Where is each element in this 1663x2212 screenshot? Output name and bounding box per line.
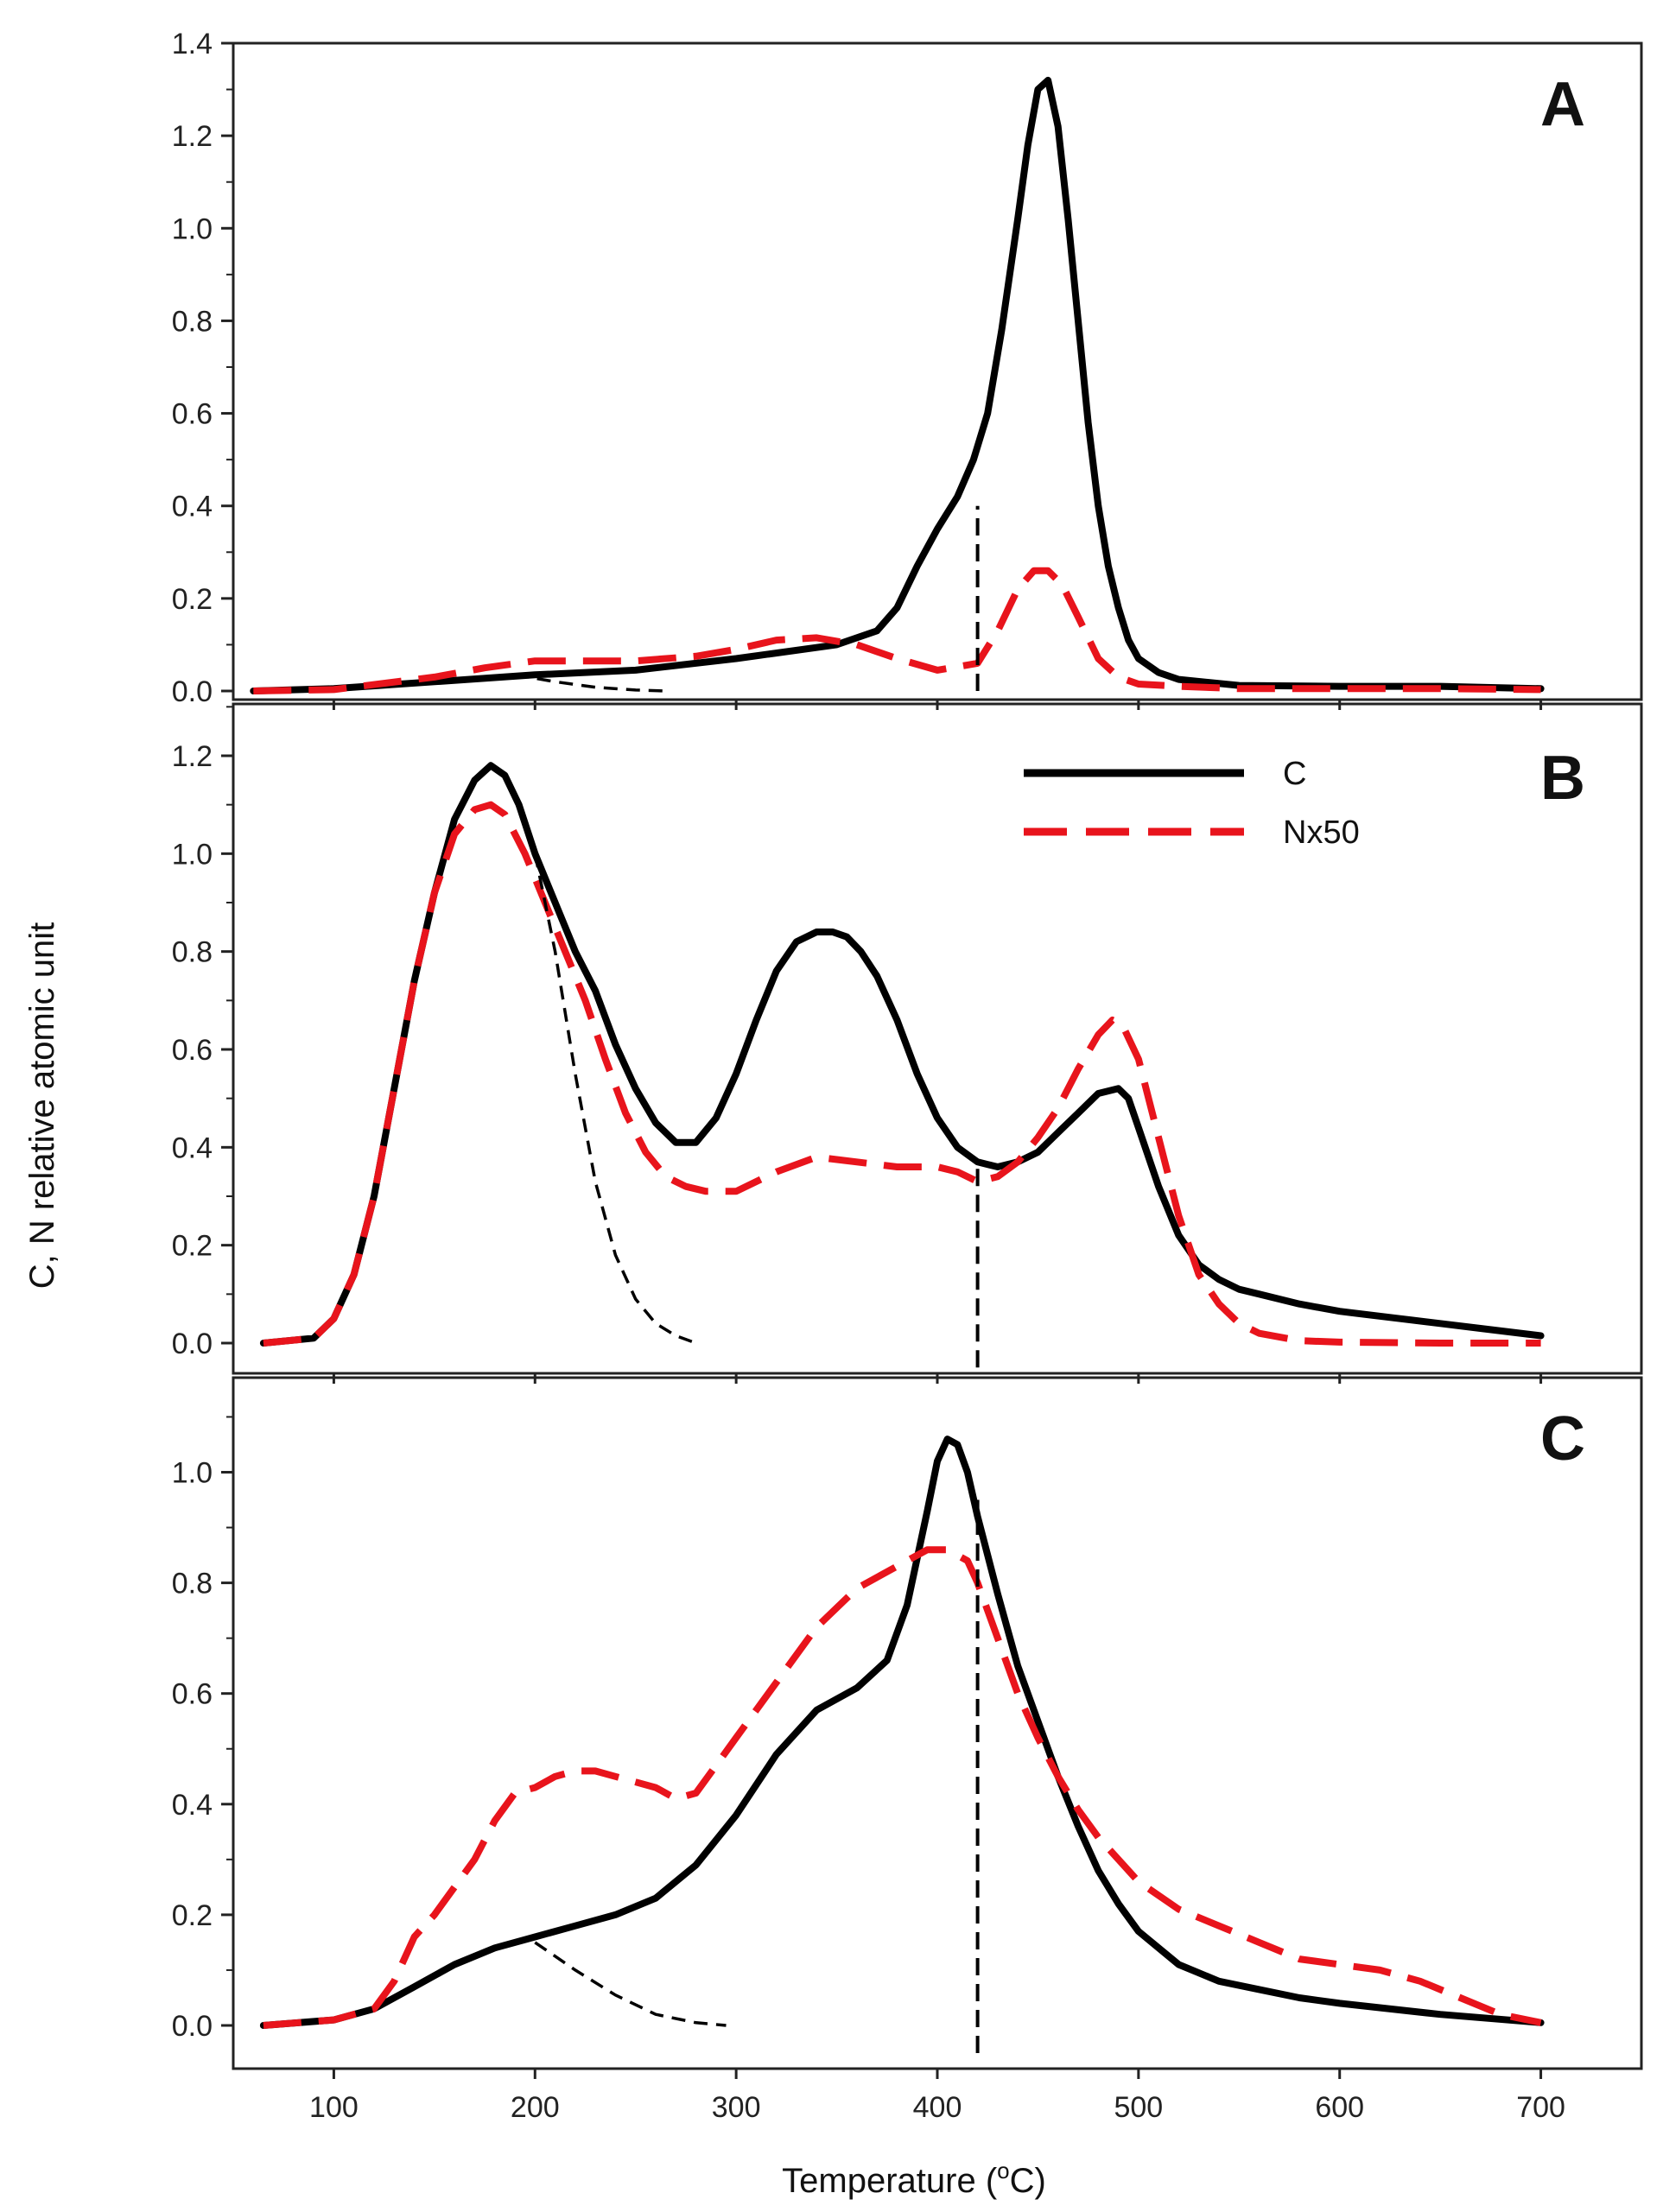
- panel-b-fit-curve: [533, 852, 697, 1345]
- panel-a-fit-curve: [514, 673, 666, 693]
- panel-a: A 0.0 0.2 0.4 0.6 0.8 1.0 1.2 1.4: [172, 28, 1643, 710]
- x-axis-title: Temperature (oC): [782, 2158, 1046, 2200]
- panel-a-y-tick-label: 0.4: [172, 491, 213, 523]
- panel-c-y-tick-label: 0.0: [172, 2010, 213, 2043]
- x-tick-label: 500: [1114, 2091, 1163, 2124]
- x-tick-label: 100: [309, 2091, 359, 2124]
- panel-a-y-tick-label: 0.0: [172, 675, 213, 708]
- panel-c-y-tick-label: 0.2: [172, 1899, 213, 1932]
- x-tick-label: 300: [712, 2091, 761, 2124]
- panel-c-y-tick-label: 0.8: [172, 1568, 213, 1600]
- panel-c-letter: C: [1540, 1404, 1585, 1474]
- panel-a-series-c: [250, 76, 1545, 694]
- panel-a-series-nx50: [253, 567, 1541, 694]
- panel-a-y-tick-label: 1.0: [172, 212, 213, 245]
- panel-a-letter: A: [1540, 70, 1585, 139]
- legend-label-c: C: [1283, 756, 1306, 792]
- panel-c: C 0.0 0.2 0.4 0.6 0.8 1.0 100 200 300 400 500 600 70…: [172, 1376, 1643, 2124]
- x-axis-title-main: Temperature (: [782, 2162, 998, 2200]
- x-tick-label: 200: [511, 2091, 560, 2124]
- panel-c-y-tick-label: 0.4: [172, 1789, 213, 1822]
- panel-a-y-tick-label: 1.2: [172, 120, 213, 153]
- x-axis-title-unit: C): [1010, 2162, 1046, 2200]
- panel-b-y-tick-label: 0.2: [172, 1230, 213, 1263]
- panel-b-y-tick-label: 0.0: [172, 1328, 213, 1360]
- panel-a-y-tick-label: 1.4: [172, 28, 213, 60]
- panel-c-series-c: [259, 1436, 1545, 2029]
- panel-b-y-tick-label: 0.4: [172, 1131, 213, 1164]
- panel-b-y-tick-label: 1.0: [172, 838, 213, 871]
- panel-c-y-tick-label: 0.6: [172, 1678, 213, 1711]
- x-axis-title-degree: o: [997, 2158, 1009, 2183]
- panel-b-y-tick-label: 1.2: [172, 740, 213, 773]
- panel-a-y-tick-label: 0.8: [172, 305, 213, 338]
- panel-c-fit-curve: [534, 1941, 727, 2027]
- panel-c-y-tick-label: 1.0: [172, 1457, 213, 1490]
- x-tick-label: 400: [913, 2091, 962, 2124]
- panel-b-series-nx50: [263, 801, 1541, 1347]
- panel-b: B 0.0 0.2 0.4 0.6 0.8 1.0 1.2: [172, 702, 1643, 1384]
- panel-b-letter: B: [1540, 744, 1585, 813]
- panel-b-y-tick-label: 0.8: [172, 936, 213, 969]
- y-axis-title: C, N relative atomic unit: [23, 922, 61, 1290]
- x-tick-label: 600: [1315, 2091, 1364, 2124]
- panel-b-y-tick-label: 0.6: [172, 1034, 213, 1067]
- legend-label-nx50: Nx50: [1283, 814, 1360, 851]
- panel-a-y-tick-label: 0.2: [172, 583, 213, 616]
- x-tick-label: 700: [1516, 2091, 1565, 2124]
- panel-a-y-tick-label: 0.6: [172, 398, 213, 431]
- legend: C Nx50: [1024, 756, 1360, 851]
